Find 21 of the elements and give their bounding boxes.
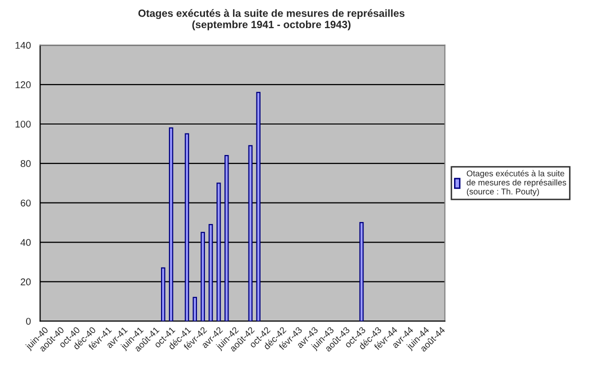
y-tick-label: 140 bbox=[16, 42, 31, 49]
y-tick-label: 100 bbox=[16, 120, 31, 128]
y-tick-label: 80 bbox=[20, 160, 31, 168]
y-tick-label: 40 bbox=[20, 239, 31, 246]
bar bbox=[192, 296, 198, 322]
y-tick-label: 60 bbox=[20, 200, 31, 206]
y-tick-label: 20 bbox=[20, 278, 31, 286]
y-tick-label: 0 bbox=[26, 318, 31, 325]
bar bbox=[359, 222, 364, 322]
bar bbox=[168, 127, 174, 322]
bar bbox=[208, 224, 213, 322]
bar bbox=[200, 232, 205, 322]
bar bbox=[248, 145, 253, 322]
bar bbox=[216, 182, 221, 322]
bar bbox=[224, 154, 229, 322]
chart-title: Otages exécutés à la suite de mesures de représailles (septembre 1941 - octobre 1943) bbox=[138, 9, 404, 30]
y-tick-label: 120 bbox=[16, 81, 31, 88]
bar bbox=[160, 267, 166, 322]
legend-label: Otages exécutés à la suite de mesures de représailles (source : Th. Pouty) bbox=[466, 170, 566, 196]
bar bbox=[184, 133, 190, 322]
bar bbox=[256, 92, 261, 322]
